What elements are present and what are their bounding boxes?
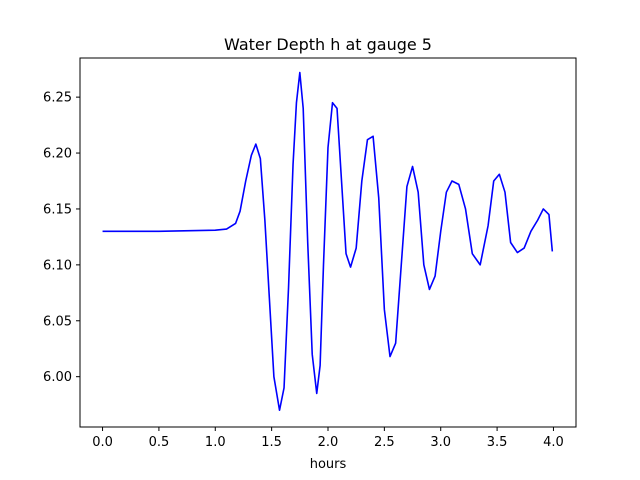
- x-tick-label: 3.5: [487, 435, 508, 450]
- x-tick-label: 0.5: [149, 435, 170, 450]
- y-tick-label: 6.15: [43, 202, 72, 217]
- plot-frame: [79, 57, 577, 428]
- x-tick-label: 0.0: [92, 435, 113, 450]
- plot-area: 0.0 0.5 1.0 1.5 2.0 2.5 3.0 3.5 4.0 6.00 6.05 6.10 6…: [43, 57, 577, 450]
- x-tick-label: 2.0: [318, 435, 339, 450]
- y-tick-label: 6.05: [43, 314, 72, 329]
- y-tick-label: 6.10: [43, 258, 72, 273]
- y-tick-label: 6.25: [43, 91, 72, 106]
- x-tick-label: 2.5: [374, 435, 395, 450]
- y-tick-label: 6.00: [43, 370, 72, 385]
- series-line-0: [102, 71, 554, 412]
- x-tick-label: 3.0: [430, 435, 451, 450]
- x-tick-label: 4.0: [543, 435, 564, 450]
- y-tick-label: 6.20: [43, 147, 72, 162]
- x-tick-label: 1.5: [261, 435, 282, 450]
- x-tick-label: 1.0: [205, 435, 226, 450]
- x-axis-label: hours: [310, 457, 347, 472]
- chart-title: Water Depth h at gauge 5: [224, 35, 432, 54]
